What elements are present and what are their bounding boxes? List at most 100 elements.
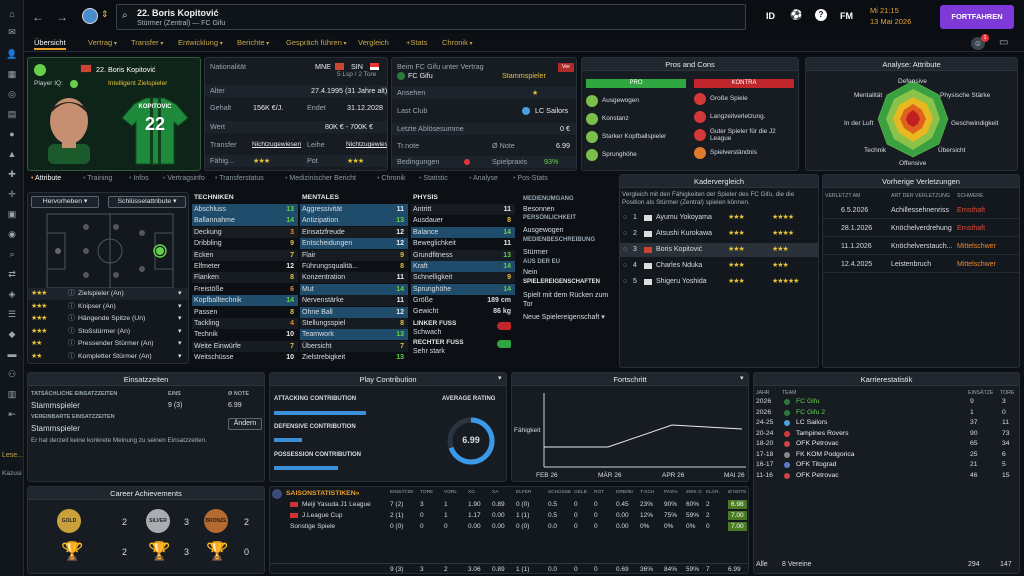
kader-row[interactable]: ○ 2 Atsushi Kurokawa ★★★ ★★★★: [620, 227, 818, 241]
last-club[interactable]: LC Sailors: [535, 106, 569, 115]
season-title[interactable]: SAISONSTATISTIKEN»: [286, 490, 360, 497]
nav-tab[interactable]: Gespräch führen ▾: [286, 36, 347, 50]
attribute-row[interactable]: Antritt 11: [411, 204, 515, 215]
nav-tab[interactable]: Übersicht: [34, 36, 66, 50]
attribute-row[interactable]: Zielstrebigkeit 13: [300, 352, 408, 363]
nav-tab[interactable]: Berichte ▾: [237, 36, 269, 50]
chevron-up-down-icon[interactable]: ⇕: [101, 9, 109, 19]
help-icon[interactable]: ?: [815, 9, 827, 21]
subtab[interactable]: • Transferstatus: [215, 175, 264, 182]
career-row[interactable]: 24-25 LC Sailors 37 11: [754, 418, 1019, 428]
subtab[interactable]: • Infos: [129, 175, 149, 182]
inbox-icon[interactable]: ✉: [8, 27, 16, 37]
search-icon[interactable]: ⌕: [9, 249, 15, 259]
attribute-row[interactable]: Technik 10: [192, 329, 298, 340]
attribute-row[interactable]: Ausdauer 8: [411, 215, 515, 226]
subtab[interactable]: • Statistic: [419, 175, 448, 182]
nav-tab[interactable]: Vertrag ▾: [88, 36, 117, 50]
stats-icon[interactable]: ▬: [7, 349, 17, 359]
career-row[interactable]: 18-20 OFK Petrovac 65 34: [754, 439, 1019, 449]
medical-icon[interactable]: ✛: [8, 189, 16, 199]
forward-arrow-icon[interactable]: →: [56, 10, 68, 24]
competition-icon[interactable]: ●: [9, 129, 15, 139]
club-icon[interactable]: ▲: [7, 149, 17, 159]
tactics-icon[interactable]: ▦: [7, 69, 17, 79]
key-attr-dropdown[interactable]: Schlüsselattribute ▾: [108, 196, 186, 208]
attribute-row[interactable]: Kopfballtechnik 14: [192, 295, 298, 307]
attribute-row[interactable]: Freistöße 6: [192, 284, 298, 295]
attribute-row[interactable]: Konzentration 11: [300, 272, 408, 284]
role-row[interactable]: ★★★ ⓘ Stoßstürmer (An) ▾: [28, 326, 188, 338]
role-row[interactable]: ★★★ ⓘ Knipser (An) ▾: [28, 301, 188, 313]
attribute-row[interactable]: Ohne Ball 12: [300, 306, 408, 318]
subtab[interactable]: • Pos-Stats: [513, 175, 548, 182]
attribute-row[interactable]: Dribbling 9: [192, 238, 298, 249]
kader-row[interactable]: ○ 4 Charles Nduka ★★★ ★★★: [620, 259, 818, 273]
attribute-row[interactable]: Teamwork 13: [300, 329, 408, 341]
attribute-row[interactable]: Nervenstärke 11: [300, 295, 408, 307]
attribute-row[interactable]: Aggressivität 11: [300, 204, 408, 215]
scouting-icon[interactable]: ✚: [8, 169, 16, 179]
subtab[interactable]: • Analyse: [469, 175, 498, 182]
staff-icon[interactable]: ☰: [7, 309, 17, 319]
attribute-row[interactable]: Deckung 3: [192, 226, 298, 238]
dev-icon[interactable]: ◈: [8, 289, 16, 299]
nav-tab[interactable]: Vergleich: [358, 36, 389, 50]
new-traits[interactable]: Neue Spielereigenschaft ▾: [523, 314, 605, 321]
role-row[interactable]: ★★ ⓘ Kompletter Stürmer (An) ▾: [28, 351, 188, 363]
prev-icon[interactable]: ⇤: [8, 409, 16, 419]
attribute-row[interactable]: Tackling 4: [192, 318, 298, 329]
attribute-row[interactable]: Antizipation 13: [300, 215, 408, 227]
nav-tab[interactable]: Transfer ▾: [131, 36, 163, 50]
attribute-row[interactable]: Mut 14: [300, 283, 408, 295]
transfer-icon[interactable]: ⇄: [8, 269, 16, 279]
kader-row[interactable]: ○ 5 Shigeru Yoshida ★★★ ★★★★★: [620, 275, 818, 289]
change-button[interactable]: Ändern: [228, 418, 262, 430]
attribute-row[interactable]: Abschluss 13: [192, 204, 298, 215]
attribute-row[interactable]: Passen 8: [192, 307, 298, 318]
sidebar-lese[interactable]: Lese...: [2, 452, 24, 459]
attribute-row[interactable]: Weite Einwürfe 7: [192, 340, 298, 352]
attribute-row[interactable]: Beweglichkeit 11: [411, 238, 515, 249]
attribute-row[interactable]: Stellungsspiel 8: [300, 318, 408, 329]
career-row[interactable]: 16-17 OFK Titograd 21 5: [754, 460, 1019, 470]
transfer-value[interactable]: Nichtzugewiesen: [252, 141, 302, 148]
role-row[interactable]: ★★★ ⓘ Zielspieler (An) ▾: [28, 288, 188, 300]
season-row[interactable]: J.League Cup 2 (1) 0 1 1.17 0.00 1 (1) 0.5 0 0 0.0…: [270, 510, 748, 521]
season-row[interactable]: Meiji Yasuda J1 League 7 (2) 3 1 1.90 0.89 0 (…: [270, 499, 748, 510]
attribute-row[interactable]: Ballannahme 14: [192, 215, 298, 227]
subtab[interactable]: • Medizinischer Bericht: [285, 175, 356, 182]
club-name[interactable]: FC Gifu: [408, 71, 433, 80]
progress-chevron-icon[interactable]: ▾: [740, 375, 744, 382]
id-button[interactable]: ID: [766, 11, 775, 21]
career-row[interactable]: 2026 FC Gifu 9 3: [754, 397, 1019, 407]
subtab[interactable]: • Chronik: [377, 175, 406, 182]
continue-button[interactable]: FORTFAHREN: [940, 5, 1014, 29]
training-icon[interactable]: ◎: [8, 89, 16, 99]
attribute-row[interactable]: Weitschüsse 10: [192, 352, 298, 363]
career-row[interactable]: 2026 FC Gifu 2 1 0: [754, 408, 1019, 418]
kader-row[interactable]: ○ 1 Ayumu Yokoyama ★★★ ★★★★: [620, 211, 818, 225]
highlight-dropdown[interactable]: Hervorheben ▾: [31, 196, 99, 208]
role-row[interactable]: ★★★ ⓘ Hängende Spitze (Un) ▾: [28, 313, 188, 325]
board-icon[interactable]: ▥: [7, 389, 17, 399]
attribute-row[interactable]: Einsatzfreude 12: [300, 226, 408, 238]
attribute-row[interactable]: Flanken 8: [192, 272, 298, 284]
attribute-row[interactable]: Entscheidungen 12: [300, 238, 408, 250]
subtab[interactable]: • Vertragsinfo: [163, 175, 205, 182]
role-row[interactable]: ★★ ⓘ Pressender Stürmer (An) ▾: [28, 338, 188, 350]
nav-tab[interactable]: Chronik ▾: [442, 36, 473, 50]
attribute-row[interactable]: Kraft 14: [411, 261, 515, 272]
attribute-row[interactable]: Sprunghöhe 14: [411, 283, 515, 295]
back-arrow-icon[interactable]: ←: [32, 10, 44, 24]
attribute-row[interactable]: Flair 9: [300, 249, 408, 261]
attribute-row[interactable]: Grundfitness 13: [411, 249, 515, 261]
attribute-row[interactable]: Ecken 7: [192, 249, 298, 261]
home-icon[interactable]: ⌂: [9, 9, 15, 19]
calendar-icon[interactable]: ▤: [7, 109, 17, 119]
attribute-row[interactable]: Übersicht 7: [300, 340, 408, 352]
screen-icon[interactable]: ▭: [999, 37, 1009, 48]
season-row[interactable]: Sonstige Spiele 0 (0) 0 0 0.00 0.00 0 (0) 0.0 0 0…: [270, 521, 748, 532]
youth-icon[interactable]: ◆: [8, 329, 16, 339]
career-row[interactable]: 20-24 Tampines Rovers 90 73: [754, 429, 1019, 439]
